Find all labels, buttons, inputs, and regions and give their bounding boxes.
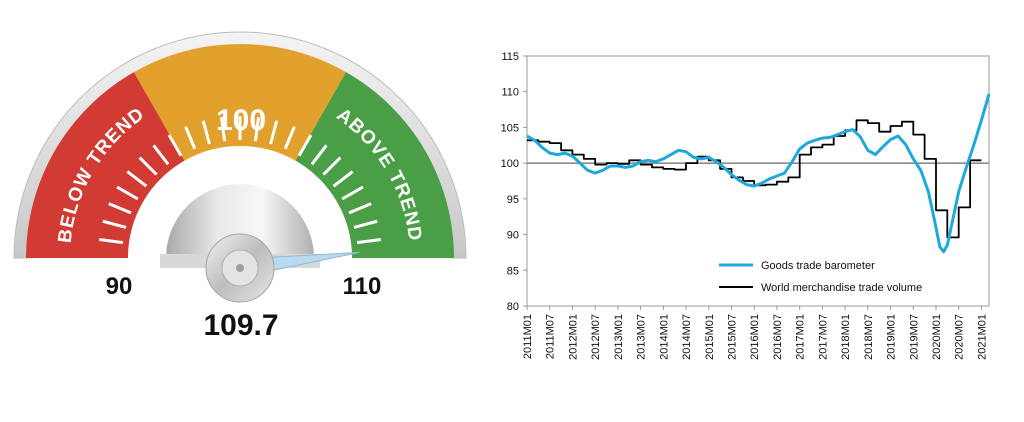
gauge-tick	[219, 117, 227, 142]
x-tick-label: 2018M07	[863, 314, 875, 360]
y-tick-label: 105	[501, 122, 519, 134]
gauge-max-label: 110	[343, 273, 382, 300]
y-tick-label: 80	[507, 301, 519, 313]
gauge-tick	[108, 202, 132, 215]
x-tick-label: 2020M07	[954, 314, 966, 360]
gauge-tick	[353, 219, 378, 229]
gauge-tick	[348, 202, 372, 215]
x-tick-label: 2015M07	[726, 314, 738, 360]
y-tick-label: 115	[501, 51, 519, 63]
x-tick-label: 2019M07	[908, 314, 920, 360]
x-tick-label: 2021M01	[976, 314, 988, 360]
gauge-center-label: 100	[216, 104, 266, 137]
gauge-tick	[332, 170, 354, 188]
gauge-tick	[269, 120, 279, 145]
gauge-hub-pin	[236, 264, 244, 272]
gauge-tick	[283, 126, 296, 150]
gauge-plate-dome	[166, 184, 314, 258]
gauge-tick	[102, 219, 127, 229]
x-tick-label: 2014M01	[658, 314, 670, 360]
gauge-tick	[184, 126, 197, 150]
y-tick-label: 100	[501, 158, 519, 170]
y-tick-label: 85	[507, 265, 519, 277]
gauge-tick	[253, 117, 261, 142]
x-tick-label: 2013M07	[636, 314, 648, 360]
gauge-tick	[341, 185, 364, 201]
trade-line-chart: 80 85 90 95 100 105 110 115 2011M01 2011M07 2012M…	[501, 51, 991, 360]
series-goods-trade-barometer	[526, 93, 991, 254]
gauge-ticks	[99, 116, 381, 245]
gauge-zone-0	[26, 72, 185, 258]
x-tick-label: 2011M07	[545, 314, 557, 359]
series-world-merchandise-trade-volume	[527, 119, 982, 239]
gauge-zone-2	[295, 72, 454, 258]
x-tick-label: 2012M01	[567, 314, 579, 360]
legend: Goods trade barometer World merchandise …	[719, 260, 922, 294]
gauge-tick	[167, 134, 183, 157]
x-tick-label: 2016M07	[772, 314, 784, 360]
x-tick-label: 2015M01	[704, 314, 716, 360]
y-tick-label: 110	[501, 87, 519, 99]
trade-barometer-gauge: BELOW TREND ABOVE TREND 100 90 110 109.7	[13, 31, 467, 342]
gauge-tick	[310, 144, 328, 166]
plot-area	[526, 55, 990, 307]
gauge-tick	[138, 156, 158, 176]
x-axis-ticks: 2011M01 2011M07 2012M01 2012M07 2013M01 2013M…	[522, 306, 988, 360]
x-tick-label: 2013M01	[613, 314, 625, 360]
plot-border	[526, 55, 990, 307]
legend-label-barometer: Goods trade barometer	[761, 260, 875, 272]
gauge-tick	[297, 134, 313, 157]
gauge-hub	[205, 233, 275, 303]
x-tick-label: 2011M01	[522, 314, 534, 359]
gauge-value-label: 109.7	[203, 309, 278, 342]
gauge-tick	[356, 237, 381, 245]
x-tick-label: 2017M07	[817, 314, 829, 360]
gauge-tick	[152, 144, 170, 166]
gauge-inner-band	[128, 146, 352, 258]
gauge-min-label: 90	[106, 273, 133, 300]
x-tick-label: 2019M01	[886, 314, 898, 360]
y-tick-label: 90	[507, 230, 519, 242]
y-tick-label: 95	[507, 194, 519, 206]
gauge-tick	[99, 237, 124, 245]
x-tick-label: 2012M07	[590, 314, 602, 360]
legend-label-trade-volume: World merchandise trade volume	[761, 282, 922, 294]
x-tick-label: 2018M01	[840, 314, 852, 360]
gauge-tick	[126, 170, 148, 188]
x-tick-label: 2020M01	[931, 314, 943, 360]
x-tick-label: 2016M01	[749, 314, 761, 360]
y-axis-ticks: 80 85 90 95 100 105 110 115	[501, 51, 527, 313]
x-tick-label: 2017M01	[795, 314, 807, 360]
x-tick-label: 2014M07	[681, 314, 693, 360]
gauge-tick	[116, 185, 139, 201]
gauge-tick	[201, 120, 211, 145]
series-layer	[526, 93, 991, 254]
gauge-tick	[322, 156, 342, 176]
